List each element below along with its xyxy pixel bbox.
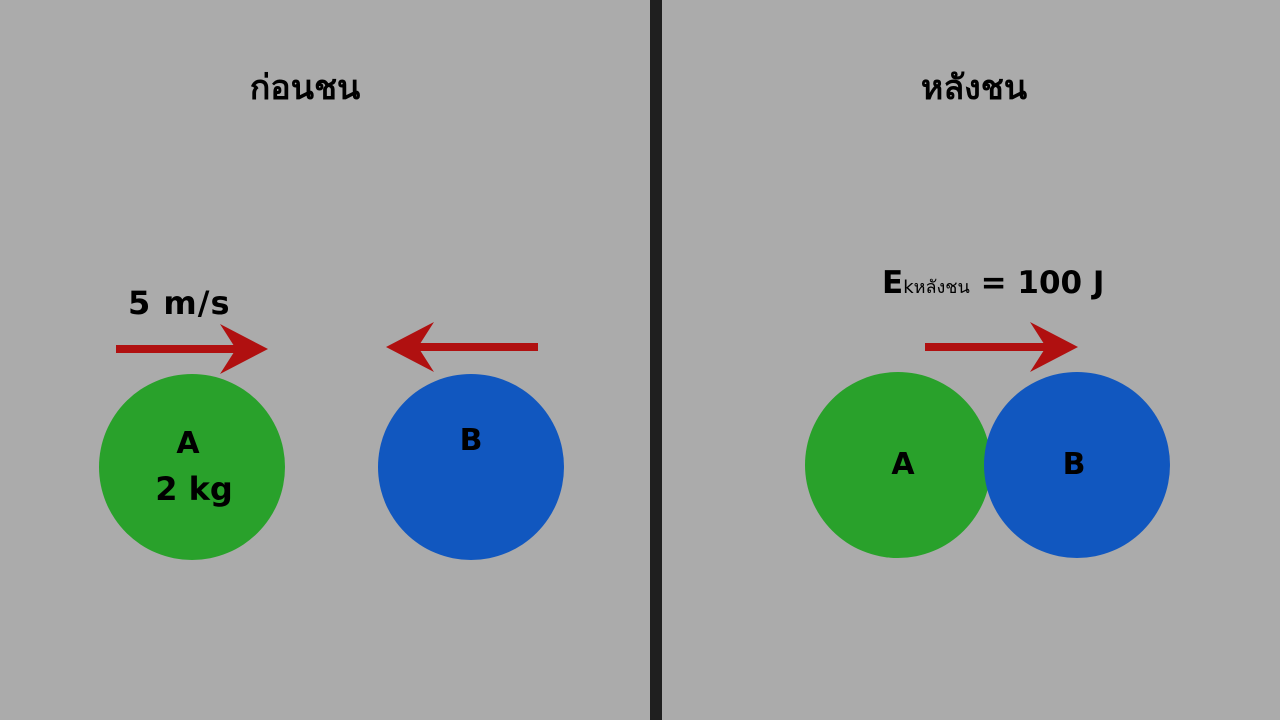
ball-b-velocity-arrow bbox=[386, 322, 538, 372]
ball-a-after: A bbox=[805, 372, 991, 558]
ball-b-after: B bbox=[984, 372, 1170, 558]
energy-subscript: kหลังชน bbox=[903, 277, 970, 298]
ball-b-before: B bbox=[378, 374, 564, 560]
ball-b-after-label: B bbox=[1062, 447, 1086, 482]
energy-symbol: E bbox=[882, 265, 904, 301]
after-title: หลังชน bbox=[920, 68, 1028, 108]
energy-value: = 100 J bbox=[969, 265, 1105, 301]
velocity-label: 5 m/s bbox=[128, 284, 231, 322]
combined-velocity-arrow bbox=[925, 322, 1078, 372]
kinetic-energy-label: Ekหลังชน = 100 J bbox=[882, 265, 1104, 301]
before-title: ก่อนชน bbox=[249, 68, 361, 108]
ball-a-before: A 2 kg bbox=[99, 374, 285, 560]
panel-divider bbox=[650, 0, 662, 720]
ball-a-after-label: A bbox=[891, 447, 915, 482]
ball-a-velocity-arrow bbox=[116, 324, 268, 374]
ball-a-mass: 2 kg bbox=[155, 470, 233, 508]
ball-a-label: A bbox=[176, 426, 200, 461]
ball-b-label: B bbox=[459, 423, 483, 458]
